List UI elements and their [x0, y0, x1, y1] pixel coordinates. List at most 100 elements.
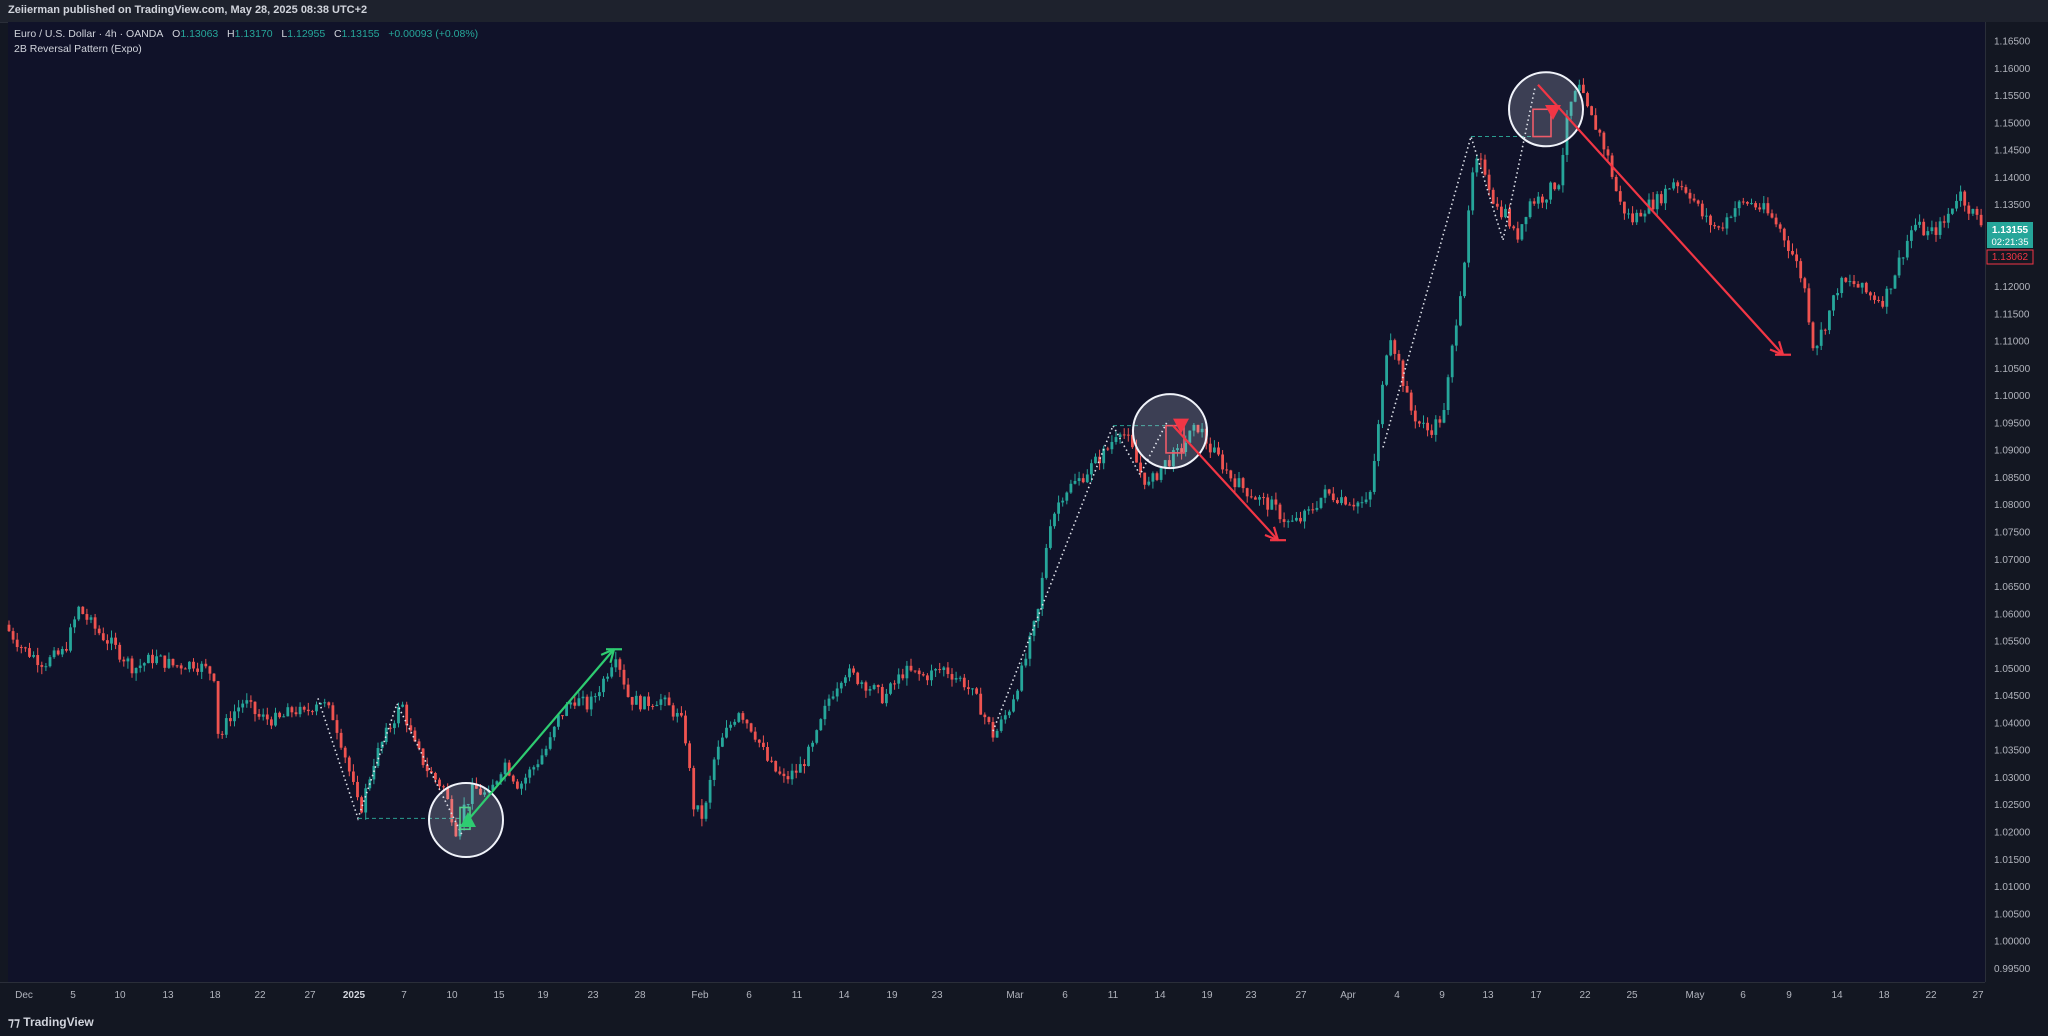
ohlc-legend[interactable]: Euro / U.S. Dollar · 4h · OANDA O1.13063… [14, 28, 478, 40]
candle-body [725, 727, 728, 738]
candle-body [532, 767, 536, 770]
y-tick-label: 1.13500 [1994, 200, 2031, 211]
tradingview-logo[interactable]: ⁊⁊ TradingView [8, 1015, 94, 1029]
y-tick-label: 1.11000 [1994, 337, 2030, 348]
candle-body [110, 637, 113, 644]
candle-body [1282, 519, 1286, 522]
candle-body [852, 668, 855, 673]
pattern-overlays [317, 71, 1791, 858]
candle-body [893, 683, 896, 685]
candle-body [753, 731, 757, 740]
candle-body [122, 659, 126, 662]
candle-body [1832, 295, 1835, 311]
zigzag-line [1382, 87, 1536, 448]
candle-body [257, 714, 261, 717]
candle-body [524, 777, 527, 784]
candle-body [1910, 230, 1913, 241]
price-tag: 1.13155 02:21:35 1.13062 [1986, 222, 2034, 265]
y-tick-label: 1.00000 [1994, 937, 2031, 948]
candle-body [1131, 434, 1134, 448]
candle-body [1631, 213, 1634, 223]
candle-body [1668, 188, 1671, 190]
candle-body [876, 685, 880, 687]
candle-body [897, 674, 901, 684]
candle-body [1110, 441, 1114, 450]
target-arrow-line [1537, 83, 1784, 356]
x-tick-label: 13 [1482, 990, 1494, 1001]
candle-body [1553, 182, 1557, 190]
candle-body [782, 773, 786, 777]
candle-body [1598, 129, 1602, 133]
candle-body [1020, 665, 1024, 691]
candle-body [241, 703, 245, 708]
candle-body [1290, 520, 1294, 522]
candle-body [233, 711, 236, 722]
candle-body [831, 696, 835, 699]
candle-body [1270, 499, 1274, 510]
candle-body [1147, 481, 1151, 485]
candle-body [1889, 288, 1893, 290]
x-tick-label: 10 [114, 990, 126, 1001]
candle-body [516, 781, 519, 789]
low-value: 1.12955 [287, 28, 326, 40]
candle-body [967, 687, 970, 689]
candle-body [384, 727, 388, 742]
candle-body [48, 657, 52, 667]
candle-body [1795, 254, 1798, 262]
candle-body [856, 672, 860, 684]
candle-body [934, 669, 937, 671]
candle-body [1803, 278, 1807, 289]
symbol-title[interactable]: Euro / U.S. Dollar · 4h · OANDA [14, 28, 164, 40]
x-tick-label: Mar [1006, 990, 1024, 1001]
candle-body [1401, 360, 1405, 387]
candle-body [565, 704, 568, 716]
candle-body [171, 658, 175, 666]
candle-body [1061, 500, 1065, 503]
candle-body [573, 702, 577, 706]
close-value: 1.13155 [341, 28, 380, 40]
candle-body [466, 803, 470, 805]
time-axis[interactable] [0, 982, 1985, 1009]
y-tick-label: 1.01500 [1994, 855, 2031, 866]
x-tick-label: 22 [1925, 990, 1937, 1001]
low-label: L [281, 28, 288, 40]
candle-body [1336, 500, 1339, 504]
prev-close-label: 1.13062 [1992, 252, 2029, 263]
candle-body [606, 676, 609, 679]
target-arrow-line [467, 648, 615, 821]
last-price-box [1987, 222, 2033, 248]
candle-body [1192, 424, 1196, 431]
indicator-title[interactable]: 2B Reversal Pattern (Expo) [14, 43, 142, 55]
x-tick-label: 25 [1626, 990, 1638, 1001]
high-label: H [227, 28, 235, 40]
candle-body [1766, 203, 1770, 214]
candle-body [1926, 231, 1930, 236]
candle-body [118, 644, 122, 660]
candle-body [1319, 497, 1323, 508]
candle-body [885, 693, 888, 704]
chart-pane[interactable] [8, 22, 1985, 982]
candle-body [1741, 201, 1745, 203]
candle-body [1393, 340, 1397, 354]
candle-body [1221, 454, 1224, 470]
candle-body [442, 786, 445, 788]
candle-body [1840, 277, 1844, 294]
candle-body [1032, 621, 1036, 636]
candle-body [1167, 460, 1171, 467]
candle-body [1520, 224, 1524, 240]
price-axis[interactable] [1985, 22, 2048, 982]
x-tick-label: 5 [70, 990, 76, 1001]
candle-body [1680, 186, 1684, 188]
candle-body [237, 707, 240, 712]
candle-body [1090, 463, 1093, 475]
candle-body [1389, 340, 1393, 356]
candle-body [716, 746, 720, 760]
candle-body [864, 682, 868, 691]
candle-body [552, 726, 556, 738]
x-tick-label: 23 [587, 990, 599, 1001]
candle-body [274, 712, 277, 726]
candle-body [253, 701, 257, 715]
candle-body [1114, 437, 1118, 442]
candle-body [1545, 199, 1548, 203]
candle-body [1003, 715, 1007, 720]
